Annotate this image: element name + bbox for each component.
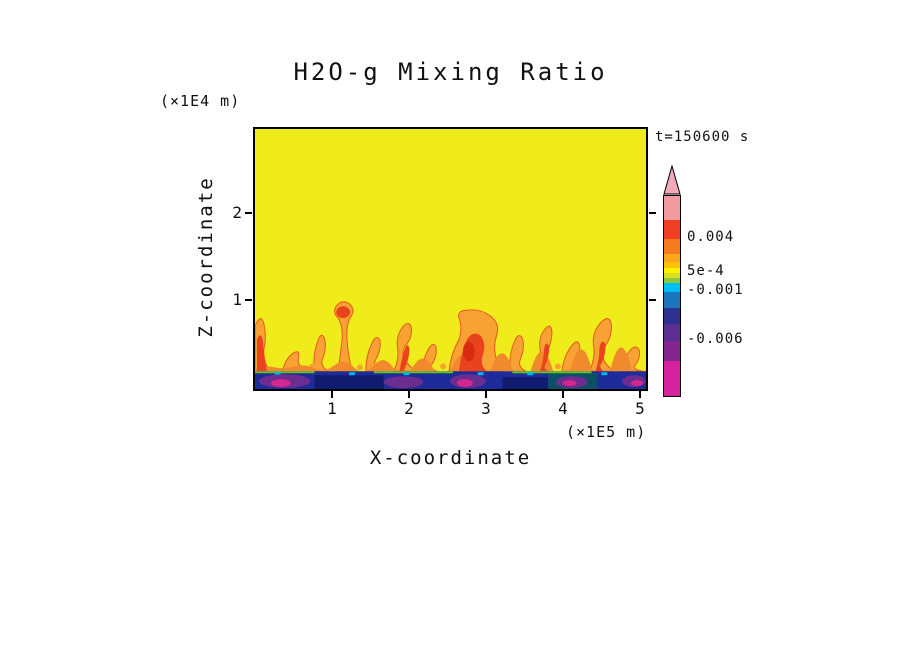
surface-navy-patch — [314, 375, 384, 389]
colorbar-label: -0.001 — [687, 282, 744, 298]
x-tick-label: 3 — [481, 399, 491, 418]
surface-magenta-blob — [456, 379, 473, 388]
surface-cyan-fleck — [349, 372, 355, 376]
colorbar-label: -0.006 — [687, 331, 744, 347]
time-label: t=150600 s — [655, 129, 750, 145]
x-tick-mark — [331, 391, 333, 398]
colorbar-segment — [664, 324, 680, 341]
plume-core — [256, 335, 267, 372]
colorbar-segment — [664, 341, 680, 361]
colorbar-segment — [664, 283, 680, 292]
surface-magenta-blob — [631, 380, 644, 387]
plume-core — [462, 341, 475, 362]
plume-shape — [313, 334, 330, 372]
plume-shape — [392, 322, 417, 372]
x-axis-label: X-coordinate — [369, 447, 532, 469]
y-tick-label: 1 — [232, 290, 242, 309]
colorbar-segment — [664, 273, 680, 278]
plume-shape — [334, 301, 354, 372]
near-surface-orange-band — [255, 347, 646, 387]
colorbar-segment — [664, 268, 680, 273]
x-tick-mark — [485, 391, 487, 398]
plot-area — [253, 127, 648, 391]
plume-shape — [509, 335, 527, 372]
surface-green-fleck — [512, 371, 592, 374]
x-tick-label: 2 — [404, 399, 414, 418]
plume-core — [540, 343, 550, 372]
surface-layer — [255, 371, 646, 389]
surface-purple-blob — [383, 376, 424, 389]
plume-core — [399, 345, 410, 372]
y-axis-label: Z-coordinate — [195, 176, 217, 338]
x-tick-label: 4 — [558, 399, 568, 418]
surface-cyan-fleck — [601, 372, 608, 376]
colorbar: 0.004 5e-4 -0.001 -0.006 — [663, 165, 743, 397]
y-tick-mark — [245, 299, 252, 301]
plume-dot — [440, 363, 447, 370]
plot-title: H2O-g Mixing Ratio — [293, 58, 608, 86]
x-tick-label: 5 — [635, 399, 645, 418]
x-tick-label: 1 — [327, 399, 337, 418]
x-axis-unit: (×1E5 m) — [566, 423, 647, 441]
plume-core — [595, 341, 606, 372]
x-tick-mark — [639, 391, 641, 398]
surface-cyan-fleck — [527, 372, 534, 376]
surface-cyan-fleck — [274, 372, 281, 376]
heatmap-field — [255, 129, 646, 389]
colorbar-segment — [664, 220, 680, 239]
plume-dot — [356, 364, 363, 371]
colorbar-segment — [664, 361, 680, 396]
field-background — [255, 129, 646, 389]
surface-cyan-fleck — [403, 372, 410, 376]
y-tick-mark — [245, 212, 252, 214]
colorbar-segment — [664, 292, 680, 308]
plume-dot — [554, 363, 561, 370]
y-tick-mark — [649, 212, 656, 214]
colorbar-label: 0.004 — [687, 229, 735, 245]
y-tick-label: 2 — [232, 203, 242, 222]
colorbar-arrow-shape — [663, 165, 681, 195]
colorbar-segment — [664, 254, 680, 262]
colorbar-segment — [664, 239, 680, 254]
surface-magenta-blob — [562, 380, 577, 387]
surface-cyan-fleck — [477, 372, 484, 376]
x-tick-mark — [562, 391, 564, 398]
x-tick-mark — [408, 391, 410, 398]
background-fill — [255, 129, 646, 389]
colorbar-segment — [664, 308, 680, 324]
colorbar-segment — [664, 196, 680, 220]
plume-core-layer — [256, 306, 606, 372]
colorbar-segments — [663, 195, 681, 397]
surface-green-fleck — [373, 371, 453, 374]
surface-navy-patch — [502, 377, 562, 389]
colorbar-overflow-arrow — [663, 165, 681, 195]
surface-magenta-blob — [270, 379, 291, 388]
colorbar-label: 5e-4 — [687, 263, 725, 279]
y-axis-unit: (×1E4 m) — [160, 92, 241, 110]
colorbar-segment — [664, 278, 680, 283]
plume-core — [336, 306, 351, 319]
surface-green-fleck — [255, 371, 315, 374]
colorbar-segment — [664, 262, 680, 268]
y-tick-mark — [649, 299, 656, 301]
